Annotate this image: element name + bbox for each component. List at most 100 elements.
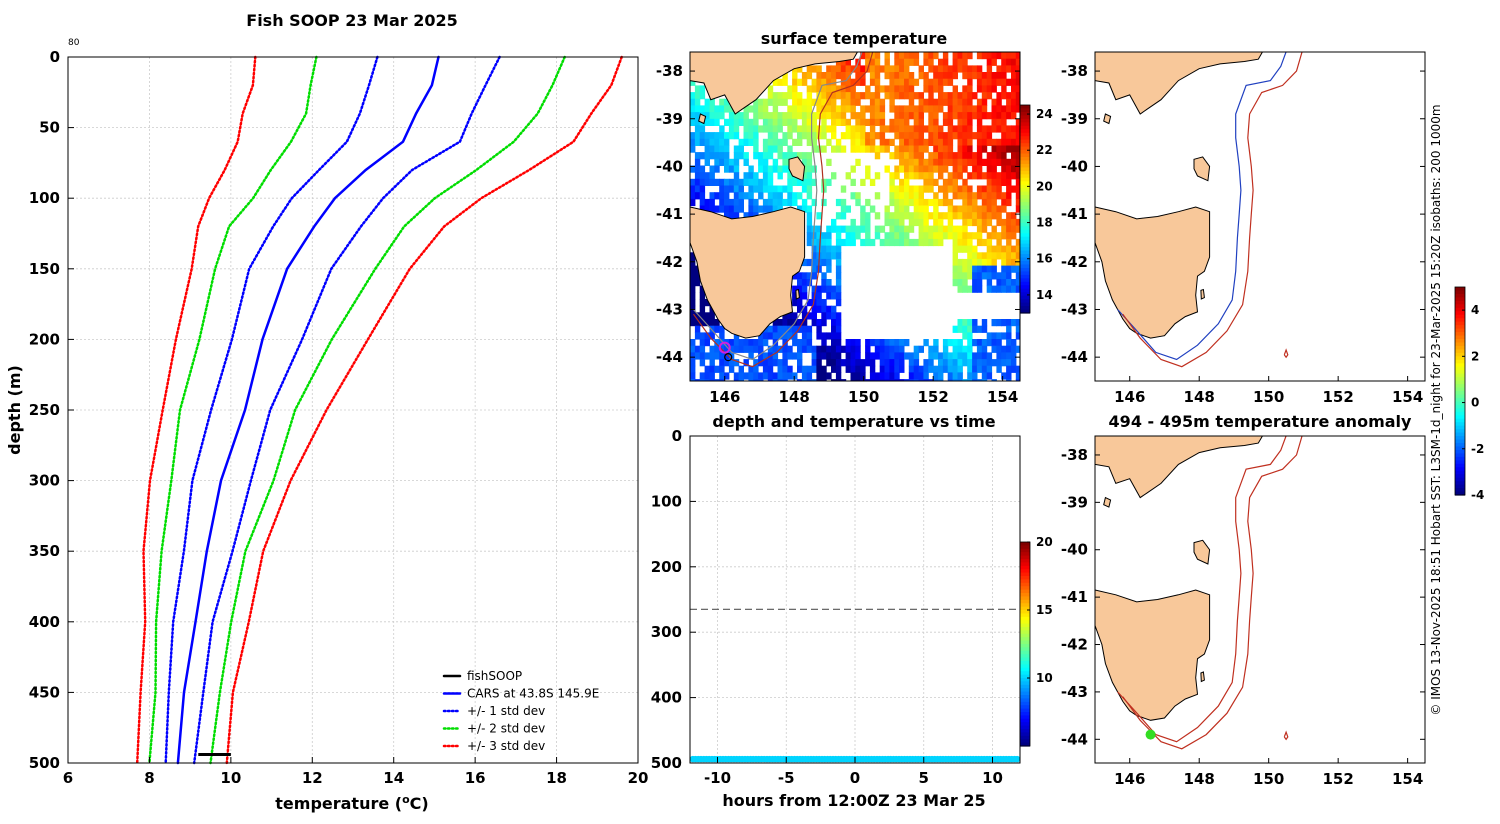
sst-pixel [748, 125, 754, 133]
sst-pixel [874, 232, 881, 240]
profile-line-7 [225, 55, 623, 765]
sst-pixel [845, 359, 851, 367]
sst-pixel [913, 198, 920, 207]
sst-pixel [782, 319, 788, 327]
sst-pixel [952, 372, 958, 380]
sst-pixel [908, 145, 915, 153]
anomaly-isobath-200 [1117, 436, 1287, 743]
sst-pixel [972, 72, 978, 80]
sst-pixel [913, 218, 920, 227]
sst-pixel [767, 98, 774, 106]
sst-pixel [772, 78, 779, 86]
sst-pixel [894, 352, 900, 360]
sst-pixel [816, 85, 822, 93]
sst-pixel [986, 285, 993, 293]
sst-pixel [772, 145, 779, 153]
sst-pixel [690, 312, 696, 320]
sst-pixel [801, 198, 808, 207]
sst-pixel [1001, 178, 1007, 186]
ts-colorbar-swatch [1020, 613, 1030, 618]
sst-pixel [694, 112, 701, 120]
sst-pixel [918, 158, 924, 166]
sst-pixel [933, 238, 939, 247]
sst-pixel [835, 352, 842, 360]
sst-pixel [991, 245, 997, 253]
sst-pixel [743, 138, 749, 146]
sst-pixel [835, 245, 842, 253]
sst-pixel [719, 112, 725, 120]
sst-pixel [690, 192, 696, 200]
sst-pixel [986, 372, 993, 380]
sst-pixel [952, 132, 958, 140]
sst-pixel [908, 192, 915, 200]
ts-colorbar-swatch [1020, 691, 1030, 696]
sst-pixel [694, 165, 701, 173]
sst-pixel [899, 152, 905, 160]
sst-pixel [772, 98, 779, 106]
sst-pixel [904, 172, 910, 180]
sst-pixel [831, 225, 837, 233]
sst-pixel [981, 372, 988, 380]
sst-pixel [709, 372, 715, 380]
sst-pixel [806, 299, 813, 307]
sst-pixel [758, 105, 764, 113]
sst-pixel [1006, 125, 1012, 133]
sst-pixel [714, 192, 720, 200]
sst-pixel [743, 172, 749, 180]
sst-pixel [972, 158, 978, 166]
sst-pixel [938, 185, 944, 193]
sst-pixel [806, 132, 813, 140]
sst-pixel [860, 365, 866, 373]
sst-pixel [923, 58, 929, 66]
sst-pixel [874, 145, 881, 153]
sst-pixel [767, 379, 774, 381]
sst-pixel [690, 285, 696, 293]
sst-pixel [699, 305, 706, 313]
sst-pixel [816, 72, 822, 80]
sst-pixel [981, 185, 988, 193]
sst-pixel [967, 85, 973, 93]
sst-pixel [972, 205, 978, 213]
sst-pixel [981, 345, 988, 353]
sst-pixel [938, 65, 944, 73]
sst-pixel [831, 292, 837, 300]
sst-pixel [728, 125, 735, 133]
sst-pixel [957, 359, 963, 367]
sst-pixel [976, 285, 983, 293]
sst-pixel [1015, 252, 1020, 260]
sst-pixel [806, 372, 813, 380]
sst-pixel [816, 299, 822, 307]
sst-pixel [894, 52, 900, 60]
sst-pixel [869, 72, 876, 80]
sst-pixel [1001, 172, 1007, 180]
sst-pixel [889, 105, 895, 113]
sst-pixel [991, 158, 997, 166]
sst-pixel [996, 365, 1002, 373]
ts-point [1014, 755, 1021, 763]
sst-pixel [996, 285, 1002, 293]
sst-pixel [996, 185, 1002, 193]
sst-pixel [967, 145, 973, 153]
sst-pixel [733, 332, 740, 340]
sst-pixel [869, 52, 876, 60]
sst-pixel [840, 225, 847, 233]
sst-pixel [850, 98, 856, 106]
anomaly-colorbar-swatch [1455, 377, 1465, 382]
sst-pixel [976, 232, 983, 240]
sst-pixel [947, 145, 954, 153]
anomaly-colorbar-swatch [1455, 453, 1465, 458]
profile-line-5 [209, 55, 566, 765]
sst-pixel [967, 132, 973, 140]
sst-colorbar-swatch [1020, 212, 1030, 217]
sst-pixel [699, 379, 706, 381]
sst-pixel [816, 78, 822, 86]
sst-pixel [845, 205, 851, 213]
sst-pixel [904, 165, 910, 173]
sst-tick-label-y: -39 [656, 110, 683, 128]
anomaly-colorbar-swatch [1455, 300, 1465, 305]
sst-pixel [816, 212, 822, 220]
sst-pixel [894, 152, 900, 160]
time-series-xlabel: hours from 12:00Z 23 Mar 25 [722, 791, 985, 810]
